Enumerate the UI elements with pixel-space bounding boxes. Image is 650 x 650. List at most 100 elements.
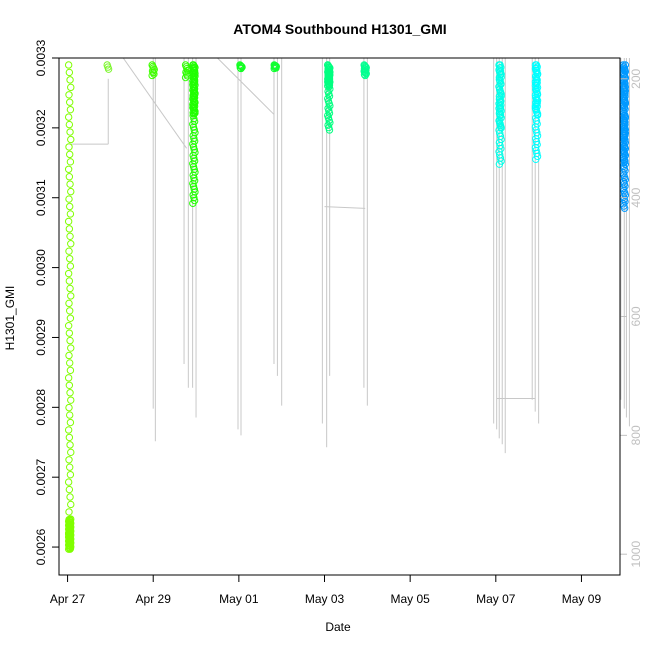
- series-cluster: [324, 61, 334, 134]
- data-point: [65, 456, 73, 464]
- data-point: [181, 73, 190, 82]
- data-point: [64, 321, 73, 330]
- data-point: [66, 470, 75, 479]
- data-point: [148, 71, 156, 80]
- data-point: [66, 366, 75, 375]
- data-point: [621, 87, 630, 95]
- data-points: [64, 61, 630, 553]
- data-point: [65, 351, 73, 360]
- data-point: [361, 69, 370, 77]
- series-cluster: [270, 61, 281, 73]
- data-point: [66, 98, 74, 106]
- data-point: [189, 191, 197, 199]
- data-point: [621, 131, 629, 139]
- x-axis-label: Date: [325, 620, 351, 634]
- data-point: [621, 144, 629, 152]
- series-cluster: [619, 61, 630, 212]
- y2-tick-label: 600: [629, 306, 643, 326]
- data-point: [326, 119, 334, 127]
- data-point: [236, 61, 244, 69]
- y2-axis-pressure: 200 400 600 800 1000: [619, 68, 643, 568]
- data-point: [237, 64, 245, 73]
- data-point: [66, 441, 74, 449]
- data-point: [66, 493, 74, 501]
- x-tick-label: May 05: [390, 592, 430, 606]
- data-point: [189, 162, 198, 171]
- data-point: [66, 463, 74, 471]
- data-point: [65, 329, 74, 337]
- data-point: [621, 105, 629, 113]
- data-point: [66, 76, 74, 84]
- data-point: [497, 73, 505, 81]
- y-tick-label: 0.0026: [34, 528, 48, 565]
- data-point: [65, 68, 74, 77]
- data-point: [620, 204, 629, 212]
- data-point: [66, 232, 74, 241]
- data-point: [64, 545, 73, 553]
- y2-tick-label: 200: [629, 68, 643, 88]
- transect-line: [324, 206, 366, 209]
- data-point: [190, 145, 198, 154]
- data-point: [66, 150, 74, 159]
- data-point: [67, 135, 75, 144]
- series-cluster: [531, 61, 542, 164]
- data-point: [325, 92, 334, 100]
- data-point: [65, 381, 74, 389]
- x-tick-label: May 07: [476, 592, 516, 606]
- data-point: [67, 292, 75, 300]
- x-tick-label: Apr 27: [50, 592, 86, 606]
- data-point: [65, 195, 73, 203]
- data-point: [66, 105, 75, 114]
- data-point: [150, 70, 158, 78]
- data-point: [189, 123, 198, 131]
- data-point: [360, 70, 369, 79]
- data-point: [66, 180, 74, 188]
- data-point: [64, 478, 73, 486]
- data-point: [189, 179, 197, 188]
- data-point: [533, 70, 542, 79]
- data-point: [497, 107, 505, 115]
- data-point: [65, 277, 74, 285]
- data-point: [66, 418, 75, 427]
- y-tick-label: 0.0032: [34, 109, 48, 146]
- data-point: [325, 109, 334, 117]
- data-point: [190, 165, 198, 174]
- data-point: [533, 76, 541, 84]
- data-point: [190, 193, 198, 202]
- data-point: [190, 185, 198, 193]
- y-tick-label: 0.0028: [34, 389, 48, 426]
- data-point: [497, 124, 505, 132]
- data-point: [621, 100, 630, 108]
- series-cluster: [148, 61, 158, 80]
- data-point: [65, 91, 73, 99]
- data-point: [236, 64, 245, 72]
- series-cluster: [189, 61, 199, 208]
- data-point: [533, 89, 541, 97]
- data-point: [64, 269, 73, 278]
- data-point: [65, 508, 73, 516]
- data-point: [497, 97, 505, 105]
- data-point: [621, 125, 630, 134]
- data-point: [497, 63, 505, 72]
- data-point: [65, 403, 73, 412]
- data-point: [67, 83, 75, 92]
- x-tick-label: May 09: [562, 592, 602, 606]
- data-point: [64, 374, 73, 382]
- data-point: [65, 143, 73, 151]
- data-point: [621, 92, 629, 101]
- data-point: [66, 202, 74, 211]
- data-point: [66, 307, 74, 315]
- data-point: [67, 448, 75, 457]
- data-point: [190, 134, 198, 143]
- data-point: [533, 63, 541, 71]
- y-tick-label: 0.0033: [34, 39, 48, 76]
- data-point: [189, 182, 198, 191]
- data-point: [66, 411, 74, 419]
- y2-tick-label: 1000: [629, 541, 643, 568]
- data-point: [361, 71, 369, 80]
- data-point: [497, 114, 505, 122]
- data-point: [621, 118, 629, 126]
- data-point: [64, 217, 73, 226]
- data-point: [65, 485, 74, 494]
- data-point: [189, 108, 197, 117]
